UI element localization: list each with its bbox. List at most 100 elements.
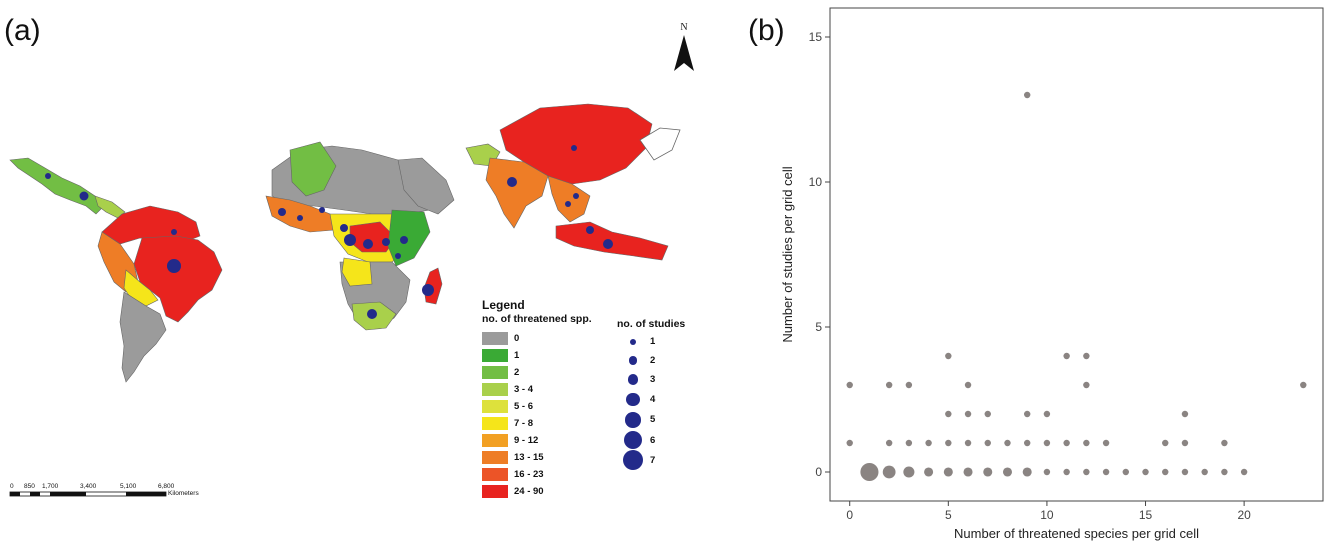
studies-legend-row: 1 xyxy=(622,336,655,347)
data-point xyxy=(1122,468,1129,476)
study-dot xyxy=(395,253,401,259)
legend-swatch xyxy=(482,468,508,481)
studies-legend-row: 6 xyxy=(622,431,655,449)
studies-class-label: 3 xyxy=(650,374,656,385)
scale-tick: 3,400 xyxy=(80,483,97,490)
study-dot xyxy=(278,208,286,216)
legend-class-label: 7 - 8 xyxy=(514,418,534,429)
data-point xyxy=(1181,410,1189,418)
legend-class-label: 16 - 23 xyxy=(514,469,544,480)
east-africa-shape xyxy=(387,209,431,267)
data-point xyxy=(1002,467,1013,477)
scale-tick: 5,100 xyxy=(120,483,137,490)
studies-legend-row: 3 xyxy=(622,374,655,385)
study-dot xyxy=(422,284,434,296)
data-point xyxy=(1063,468,1070,476)
species-legend-row: 1 xyxy=(482,349,519,362)
data-point xyxy=(905,381,913,389)
study-dot xyxy=(367,309,377,319)
data-point xyxy=(983,467,993,477)
threatened-species-map xyxy=(9,103,681,497)
data-point xyxy=(1240,468,1248,476)
bolivia-paraguay-shape xyxy=(123,269,159,307)
legend-heading: Legend xyxy=(482,298,525,312)
study-size-dot xyxy=(627,374,639,385)
data-point xyxy=(1063,352,1070,360)
north-arrow: N xyxy=(672,22,696,76)
africa-region xyxy=(265,141,455,331)
study-size-dot xyxy=(622,450,644,471)
study-dot xyxy=(297,215,303,221)
plot-area xyxy=(829,7,1324,502)
legend-swatch xyxy=(482,332,508,345)
data-point xyxy=(1181,468,1189,476)
sahel-green-shape xyxy=(289,141,337,197)
scale-tick: 850 xyxy=(24,483,35,490)
data-point xyxy=(903,466,915,478)
legend-swatch xyxy=(482,417,508,430)
scale-bar xyxy=(9,491,167,497)
data-point xyxy=(1162,468,1169,476)
legend-studies-title: no. of studies xyxy=(617,318,686,330)
species-legend-row: 7 - 8 xyxy=(482,417,533,430)
data-points xyxy=(846,91,1307,482)
data-point xyxy=(1063,439,1070,447)
asia-region xyxy=(465,103,681,261)
data-point xyxy=(924,467,934,477)
data-point xyxy=(1083,439,1090,447)
study-dot xyxy=(171,229,177,235)
data-point xyxy=(885,381,893,389)
data-point xyxy=(846,439,853,447)
y-tick-label: 15 xyxy=(809,30,823,44)
study-dot xyxy=(363,239,373,249)
study-size-dot xyxy=(628,356,638,365)
data-point xyxy=(1142,468,1149,476)
data-point xyxy=(945,439,952,447)
species-legend-row: 3 - 4 xyxy=(482,383,533,396)
central-america-shape xyxy=(94,195,126,219)
studies-class-label: 1 xyxy=(650,336,656,347)
study-size-dot xyxy=(626,393,640,407)
study-dot xyxy=(565,201,571,207)
southeast-asia-shape xyxy=(547,175,591,223)
data-point xyxy=(846,381,853,389)
species-legend-row: 5 - 6 xyxy=(482,400,533,413)
data-point xyxy=(945,410,952,418)
data-point xyxy=(1083,468,1090,476)
study-dot xyxy=(586,226,594,234)
species-legend-row: 13 - 15 xyxy=(482,451,544,464)
studies-class-label: 4 xyxy=(650,394,656,406)
scale-tick: 1,700 xyxy=(42,483,59,490)
data-point xyxy=(1201,468,1208,476)
legend-class-label: 13 - 15 xyxy=(514,452,544,463)
studies-class-label: 6 xyxy=(650,434,656,446)
scale-tick: 6,800 xyxy=(158,483,175,490)
y-axis-label: Number of studies per grid cell xyxy=(780,166,795,342)
data-point xyxy=(1043,410,1051,418)
data-point xyxy=(1024,439,1031,447)
studies-legend-row: 2 xyxy=(622,355,655,366)
angola-shape xyxy=(341,257,373,287)
study-size-dot xyxy=(625,412,641,428)
study-dot xyxy=(400,236,408,244)
y-tick-label: 0 xyxy=(815,465,822,479)
japan-shape xyxy=(639,127,681,161)
data-point xyxy=(1083,381,1090,389)
scale-tick: 0 xyxy=(10,483,14,490)
x-tick-label: 10 xyxy=(1040,508,1054,522)
studies-class-label: 2 xyxy=(650,355,656,366)
study-dot xyxy=(45,173,51,179)
data-point xyxy=(984,410,991,418)
species-legend-row: 24 - 90 xyxy=(482,485,544,498)
legend-swatch xyxy=(482,400,508,413)
data-point xyxy=(885,439,893,447)
legend-species-title: no. of threatened spp. xyxy=(482,313,592,325)
data-point xyxy=(1024,410,1031,418)
horn-africa-shape xyxy=(397,157,455,215)
data-point xyxy=(1043,439,1051,447)
data-point xyxy=(984,439,991,447)
legend-class-label: 2 xyxy=(514,367,520,378)
study-dots xyxy=(45,145,613,319)
data-point xyxy=(925,439,932,447)
legend-swatch xyxy=(482,485,508,498)
